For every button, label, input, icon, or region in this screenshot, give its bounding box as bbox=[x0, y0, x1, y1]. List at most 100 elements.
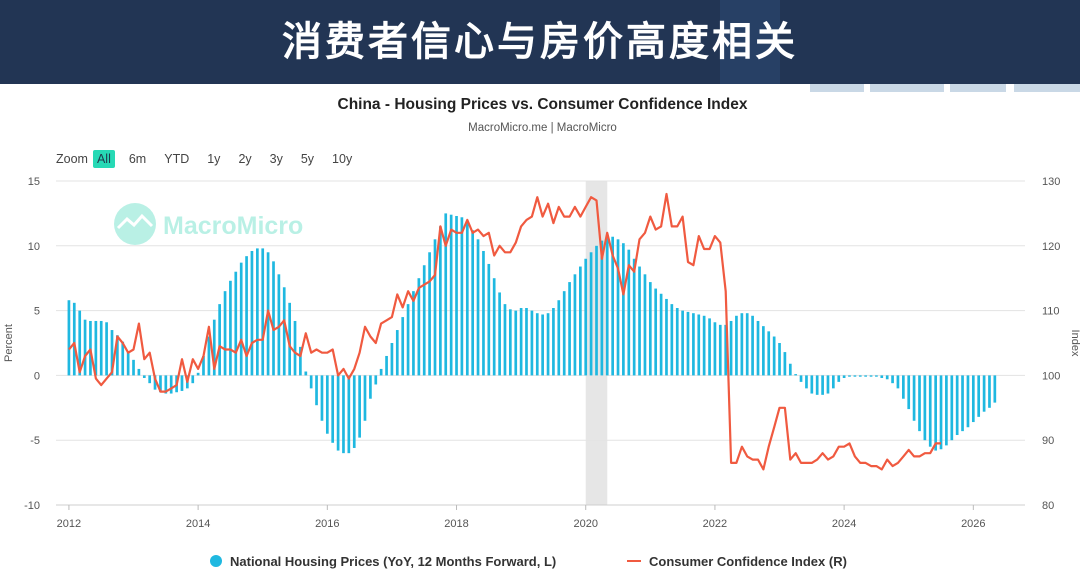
housing-price-bar bbox=[535, 313, 539, 376]
x-tick-label: 2024 bbox=[832, 518, 856, 530]
y-right-tick-label: 100 bbox=[1042, 370, 1060, 382]
housing-price-bar bbox=[530, 310, 534, 376]
y-left-tick-label: 15 bbox=[28, 176, 40, 188]
housing-price-bar bbox=[966, 375, 970, 428]
housing-price-bar bbox=[202, 355, 205, 376]
housing-price-bar bbox=[288, 302, 292, 376]
housing-price-bar bbox=[148, 375, 152, 384]
chart-title: China - Housing Prices vs. Consumer Conf… bbox=[337, 96, 748, 113]
housing-price-bar bbox=[363, 375, 367, 421]
housing-price-bar bbox=[810, 375, 814, 394]
housing-price-bar bbox=[250, 250, 254, 376]
housing-price-bar bbox=[422, 265, 426, 376]
housing-price-bar bbox=[492, 278, 496, 376]
housing-price-bar bbox=[169, 375, 173, 394]
zoom-bar: Zoom All 6m YTD 1y 2y 3y 5y 10y bbox=[56, 150, 366, 168]
housing-price-bar bbox=[939, 375, 943, 450]
housing-price-bar bbox=[180, 375, 184, 391]
housing-price-bar bbox=[207, 336, 211, 376]
housing-price-bar bbox=[568, 282, 571, 376]
housing-price-bar bbox=[196, 372, 200, 376]
housing-price-bar bbox=[229, 280, 232, 376]
housing-price-bar bbox=[875, 375, 878, 377]
housing-price-bar bbox=[428, 252, 431, 376]
housing-price-bar bbox=[191, 375, 195, 384]
housing-price-bar bbox=[223, 291, 227, 376]
housing-price-bar bbox=[417, 278, 421, 376]
housing-price-bar bbox=[487, 263, 491, 376]
housing-price-bar bbox=[912, 375, 916, 421]
housing-price-bar bbox=[584, 258, 588, 376]
banner-accent bbox=[720, 0, 780, 84]
zoom-ytd-button[interactable]: YTD bbox=[164, 152, 190, 166]
consumer-confidence-line bbox=[68, 192, 941, 471]
zoom-2y-button[interactable]: 2y bbox=[238, 152, 252, 166]
zoom-6m-button[interactable]: 6m bbox=[128, 152, 147, 166]
watermark-logo-mark bbox=[116, 213, 154, 230]
zoom-1y-button[interactable]: 1y bbox=[207, 152, 221, 166]
zoom-5y-button[interactable]: 5y bbox=[300, 152, 315, 166]
housing-price-bar bbox=[681, 310, 684, 376]
housing-price-bar bbox=[638, 266, 641, 376]
housing-price-bar bbox=[67, 300, 71, 376]
housing-price-bar bbox=[358, 375, 361, 438]
housing-price-bar bbox=[643, 274, 647, 376]
y-left-tick-label: 0 bbox=[34, 370, 40, 382]
housing-price-bar bbox=[885, 375, 889, 380]
x-tick-label: 2016 bbox=[315, 518, 339, 530]
housing-price-bar bbox=[331, 375, 335, 443]
housing-price-bar bbox=[982, 375, 986, 412]
housing-price-bar bbox=[837, 375, 841, 382]
housing-price-bar bbox=[132, 359, 135, 376]
zoom-10y-button[interactable]: 10y bbox=[332, 152, 353, 166]
housing-price-bar bbox=[826, 375, 830, 394]
housing-price-bar bbox=[831, 375, 835, 389]
housing-price-bar bbox=[735, 315, 738, 376]
housing-price-bar bbox=[94, 320, 98, 376]
zoom-all-button[interactable]: All bbox=[92, 150, 115, 168]
housing-price-bar bbox=[648, 282, 652, 376]
housing-price-bar bbox=[724, 324, 728, 376]
housing-price-bar bbox=[654, 288, 658, 376]
housing-price-bar bbox=[89, 320, 92, 376]
housing-price-bar bbox=[993, 375, 997, 403]
legend-item-consumer-confidence[interactable]: Consumer Confidence Index (R) bbox=[627, 551, 847, 571]
housing-price-bar bbox=[379, 368, 383, 376]
housing-price-bar bbox=[934, 375, 938, 451]
slide-title: 消费者信心与房价高度相关 bbox=[282, 18, 798, 65]
y-right-axis-title: Index bbox=[1069, 330, 1080, 357]
housing-price-bar bbox=[579, 266, 582, 376]
housing-price-bar bbox=[412, 291, 415, 376]
housing-price-bar bbox=[918, 375, 921, 432]
housing-price-bar bbox=[482, 250, 485, 376]
housing-price-bar bbox=[805, 375, 808, 389]
housing-price-bar bbox=[902, 375, 905, 399]
y-right-tick-label: 90 bbox=[1042, 435, 1054, 447]
housing-price-bar bbox=[794, 374, 798, 376]
housing-price-bar bbox=[702, 315, 706, 376]
housing-price-bar bbox=[977, 375, 981, 417]
zoom-3y-button[interactable]: 3y bbox=[269, 152, 283, 166]
housing-price-bar bbox=[772, 336, 776, 376]
housing-price-bar bbox=[745, 313, 749, 376]
housing-price-bar bbox=[541, 314, 544, 376]
legend-label-consumer-confidence: Consumer Confidence Index (R) bbox=[649, 553, 847, 569]
housing-price-bar bbox=[239, 262, 243, 376]
housing-price-bar bbox=[611, 236, 615, 376]
housing-price-bar bbox=[395, 330, 399, 376]
housing-price-bar bbox=[315, 375, 318, 406]
x-tick-label: 2014 bbox=[186, 518, 210, 530]
housing-price-bar bbox=[950, 375, 954, 441]
legend-item-housing-prices[interactable]: National Housing Prices (YoY, 12 Months … bbox=[210, 551, 556, 571]
banner-stub bbox=[950, 84, 1006, 92]
housing-price-bar bbox=[923, 375, 927, 441]
housing-price-bar bbox=[869, 375, 873, 377]
housing-price-bar bbox=[105, 322, 108, 376]
housing-price-bar bbox=[83, 319, 87, 376]
housing-price-bar bbox=[589, 252, 593, 376]
housing-price-bar bbox=[945, 375, 948, 446]
housing-price-bar bbox=[352, 375, 356, 448]
x-tick-label: 2012 bbox=[57, 518, 81, 530]
housing-price-bar bbox=[891, 375, 894, 384]
housing-price-bar bbox=[729, 320, 733, 376]
